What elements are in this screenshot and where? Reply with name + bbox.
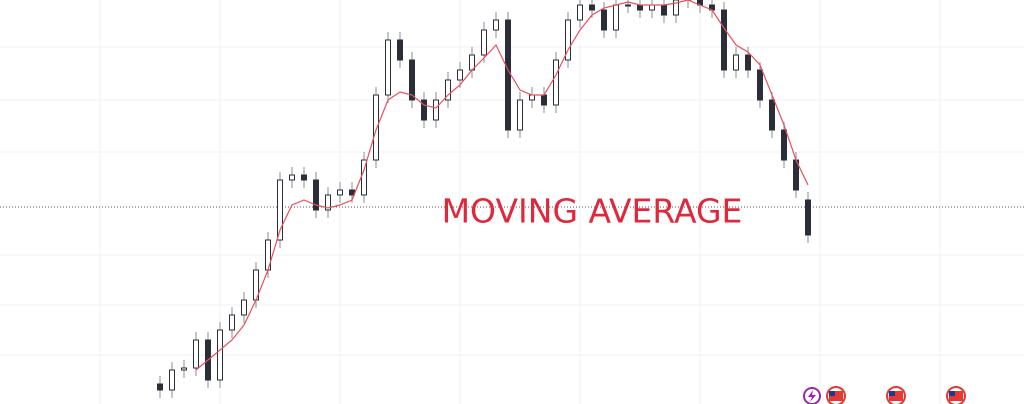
candle-body [661,4,667,16]
candle-body [481,29,487,56]
candle-body [757,69,763,101]
flag-icon [889,391,903,401]
candle-body [277,179,283,241]
candle-body [445,79,451,101]
candle-body [313,179,319,211]
candle-body [577,4,583,21]
candle-body [649,4,655,11]
candle-body [529,94,535,101]
flag-icon [829,391,843,401]
candle-body [301,174,307,181]
flag-icon [889,391,895,396]
candle-body [565,19,571,61]
candle-body [385,39,391,96]
flag-icon [949,391,963,401]
candle-body [553,59,559,106]
candle-body [337,189,343,196]
candle-body [769,99,775,131]
flag-icon [949,391,955,396]
candle-body [157,383,163,391]
candle-body [517,99,523,131]
candle-body [457,69,463,81]
candle-body [325,194,331,211]
candle-body [397,39,403,61]
candle-body [613,4,619,31]
candle-body [193,339,199,369]
candle-body [673,0,679,16]
candle-body [421,99,427,121]
candle-body [181,367,187,371]
candle-body [229,314,235,331]
candle-body [433,99,439,121]
event-icon-glyph [808,390,816,402]
candle-body [169,369,175,391]
candle-body [241,299,247,316]
annotation: MOVING AVERAGE [442,192,743,231]
candle-body [505,19,511,131]
candle-body [493,19,499,31]
candle-body [589,4,595,11]
candle-body [745,54,751,71]
candle-body [805,199,811,236]
candle-body [721,9,727,71]
candle-body [781,129,787,161]
candle-body [625,4,631,7]
event-icons [803,386,966,404]
candle-body [289,174,295,181]
flag-icon [829,391,835,396]
candle-body [733,54,739,71]
candle-body [541,94,547,106]
moving-average-line [195,0,809,371]
candle-body [373,94,379,161]
candle-body [637,4,643,11]
candle-body [601,9,607,31]
candle-body [409,59,415,101]
candle-body [217,329,223,381]
